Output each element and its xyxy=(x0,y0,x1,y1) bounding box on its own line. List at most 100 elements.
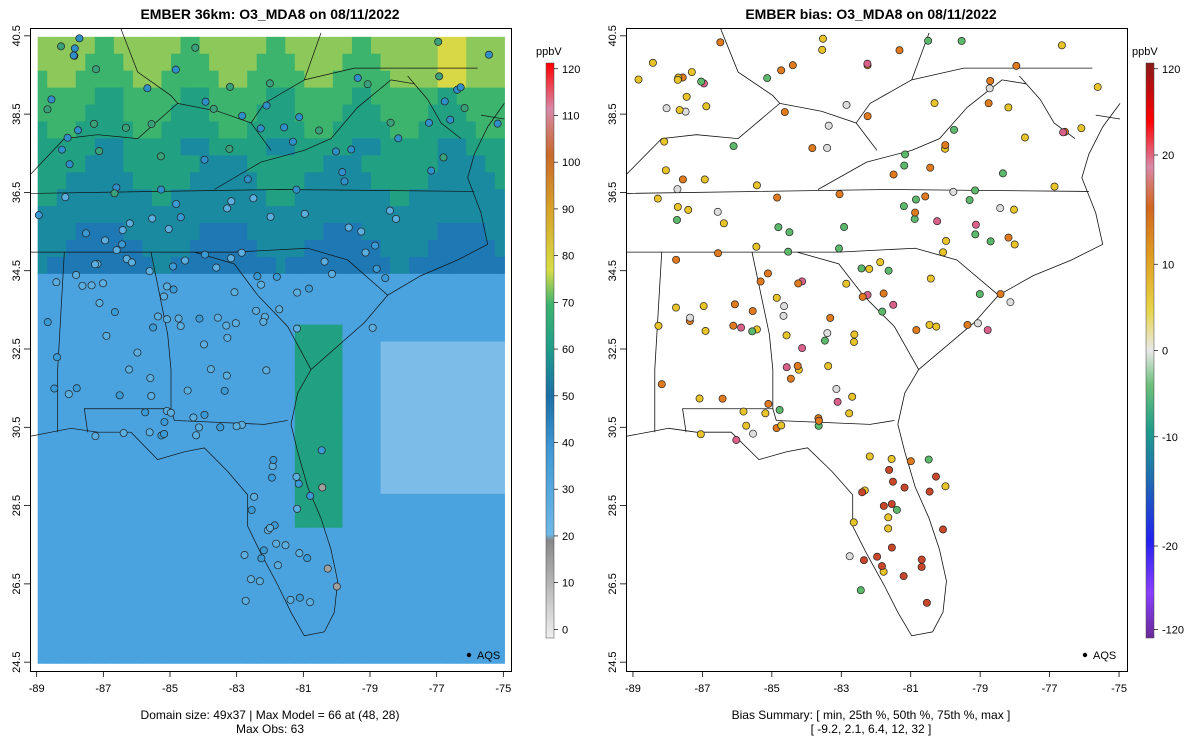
station-marker xyxy=(701,326,710,335)
station-marker xyxy=(814,416,823,425)
x-tick-label: -75 xyxy=(495,683,511,695)
station-marker xyxy=(973,319,982,328)
station-marker xyxy=(200,250,209,259)
station-marker xyxy=(742,421,751,430)
station-marker xyxy=(157,185,166,194)
right-map[interactable]: AQS xyxy=(626,28,1128,672)
station-marker xyxy=(786,374,795,383)
station-marker xyxy=(118,226,127,235)
station-marker xyxy=(713,207,722,216)
station-marker xyxy=(240,551,249,559)
station-marker xyxy=(729,142,738,151)
station-marker xyxy=(876,258,885,267)
station-marker xyxy=(899,572,908,581)
station-marker xyxy=(673,215,681,224)
right-panel: EMBER bias: O3_MDA8 on 08/11/2022 AQS -8… xyxy=(600,0,1200,750)
y-tick-label: 34.5 xyxy=(11,260,23,281)
station-marker xyxy=(223,204,232,213)
station-marker xyxy=(141,408,150,417)
station-marker xyxy=(323,564,332,573)
station-marker xyxy=(53,353,62,362)
station-marker xyxy=(752,181,761,190)
station-marker xyxy=(147,391,156,400)
station-marker xyxy=(232,422,241,431)
station-marker xyxy=(317,446,326,455)
station-marker xyxy=(192,431,201,440)
station-marker xyxy=(842,279,851,288)
station-marker xyxy=(1006,298,1015,307)
station-marker xyxy=(286,595,295,604)
station-marker xyxy=(700,175,709,184)
colorbar-tick-label: 30 xyxy=(562,484,574,496)
station-marker xyxy=(842,101,851,109)
colorbar-tick-label: 10 xyxy=(1162,259,1174,271)
station-marker xyxy=(149,323,158,332)
station-marker xyxy=(249,194,258,203)
colorbar-tick-label: 110 xyxy=(562,110,580,122)
station-marker xyxy=(227,254,235,263)
state-border xyxy=(304,67,478,81)
station-marker xyxy=(718,394,727,403)
x-tick-label: -89 xyxy=(29,683,45,695)
station-marker xyxy=(1050,182,1059,191)
station-marker xyxy=(292,472,301,481)
station-marker xyxy=(78,281,87,290)
y-tick-label: 32.5 xyxy=(607,338,619,359)
station-marker xyxy=(889,300,898,309)
station-marker xyxy=(259,546,268,555)
state-border xyxy=(57,252,65,433)
station-marker xyxy=(154,312,162,321)
station-marker xyxy=(127,258,136,267)
station-marker xyxy=(899,202,908,211)
station-marker xyxy=(424,118,433,127)
station-marker xyxy=(243,175,252,184)
station-marker xyxy=(289,137,297,146)
x-tick-label: -81 xyxy=(295,683,311,695)
station-marker xyxy=(1004,233,1013,242)
y-tick-label: 36.5 xyxy=(607,182,619,203)
station-marker xyxy=(884,524,893,533)
station-marker xyxy=(697,77,706,86)
right-map-title: EMBER bias: O3_MDA8 on 08/11/2022 xyxy=(745,6,997,22)
station-marker xyxy=(856,586,865,595)
station-marker xyxy=(82,229,90,238)
x-tick-label: -85 xyxy=(764,683,780,695)
x-tick-label: -89 xyxy=(625,683,641,695)
station-marker xyxy=(932,472,940,481)
station-marker xyxy=(294,479,303,488)
station-marker xyxy=(293,288,302,297)
station-marker xyxy=(748,327,757,336)
aqs-legend-label: AQS xyxy=(1093,650,1116,662)
station-marker xyxy=(782,363,791,372)
station-marker xyxy=(145,428,154,437)
station-marker xyxy=(910,215,919,223)
left-map[interactable]: AQS xyxy=(30,28,512,672)
station-marker xyxy=(119,429,128,438)
station-marker xyxy=(729,321,738,330)
y-tick-label: 38.5 xyxy=(11,103,23,124)
station-marker xyxy=(102,331,111,340)
station-marker xyxy=(265,79,274,88)
station-marker xyxy=(782,331,791,340)
y-tick-label: 28.5 xyxy=(11,495,23,516)
station-marker xyxy=(739,407,748,416)
station-marker xyxy=(719,219,728,228)
station-marker xyxy=(1021,133,1029,142)
station-marker xyxy=(819,34,827,43)
station-marker xyxy=(315,126,324,135)
station-marker xyxy=(887,500,896,508)
station-marker xyxy=(460,104,469,113)
station-marker xyxy=(222,321,231,330)
station-marker xyxy=(176,213,185,222)
station-marker xyxy=(798,344,807,353)
station-marker xyxy=(660,137,669,146)
station-marker xyxy=(971,230,980,239)
bias-map-canvas: AQS xyxy=(627,29,1121,662)
station-marker xyxy=(965,196,974,205)
station-marker xyxy=(808,144,817,153)
station-marker xyxy=(911,195,920,204)
station-marker xyxy=(181,256,190,265)
station-marker xyxy=(926,163,935,172)
station-marker xyxy=(166,408,175,417)
station-marker xyxy=(439,153,448,162)
